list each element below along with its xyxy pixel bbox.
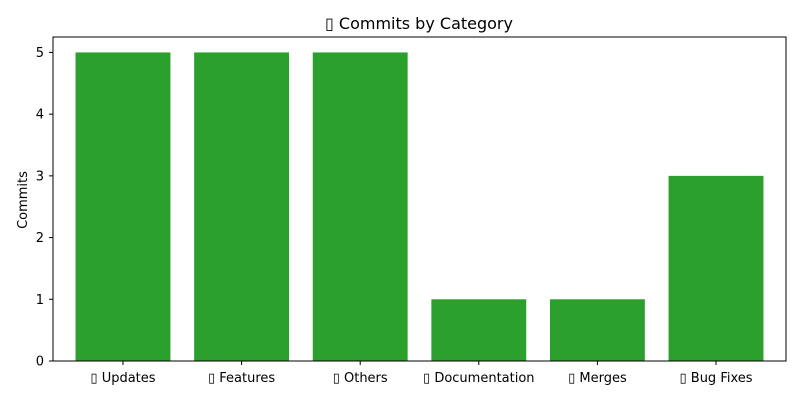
bar xyxy=(194,52,290,362)
x-tick-label: ▯ Updates xyxy=(90,371,155,386)
bar xyxy=(668,175,764,361)
x-tick-label: ▯ Features xyxy=(208,371,275,386)
bar xyxy=(312,52,408,362)
bars-layer xyxy=(75,52,764,362)
y-axis-label: Commits xyxy=(16,171,31,229)
plot-frame xyxy=(52,36,787,362)
x-axis-ticks: ▯ Updates ▯ Features ▯ Others ▯ Documentati… xyxy=(90,361,753,386)
x-tick-label: ▯ Bug Fixes xyxy=(679,371,752,386)
bar xyxy=(549,299,645,361)
x-tick-label: ▯ Others xyxy=(333,371,388,386)
x-tick-label: ▯ Documentation xyxy=(423,371,535,386)
y-axis-ticks: 0 1 2 3 4 5 xyxy=(36,46,53,370)
bar xyxy=(75,52,171,362)
chart-title: ▯ Commits by Category xyxy=(325,14,513,33)
y-tick-label: 2 xyxy=(36,231,44,246)
y-tick-label: 1 xyxy=(36,293,44,308)
bar xyxy=(431,299,527,361)
y-tick-label: 5 xyxy=(36,46,44,61)
y-tick-label: 0 xyxy=(36,355,44,370)
y-tick-label: 3 xyxy=(36,169,44,184)
y-tick-label: 4 xyxy=(36,108,44,123)
x-tick-label: ▯ Merges xyxy=(568,371,627,386)
